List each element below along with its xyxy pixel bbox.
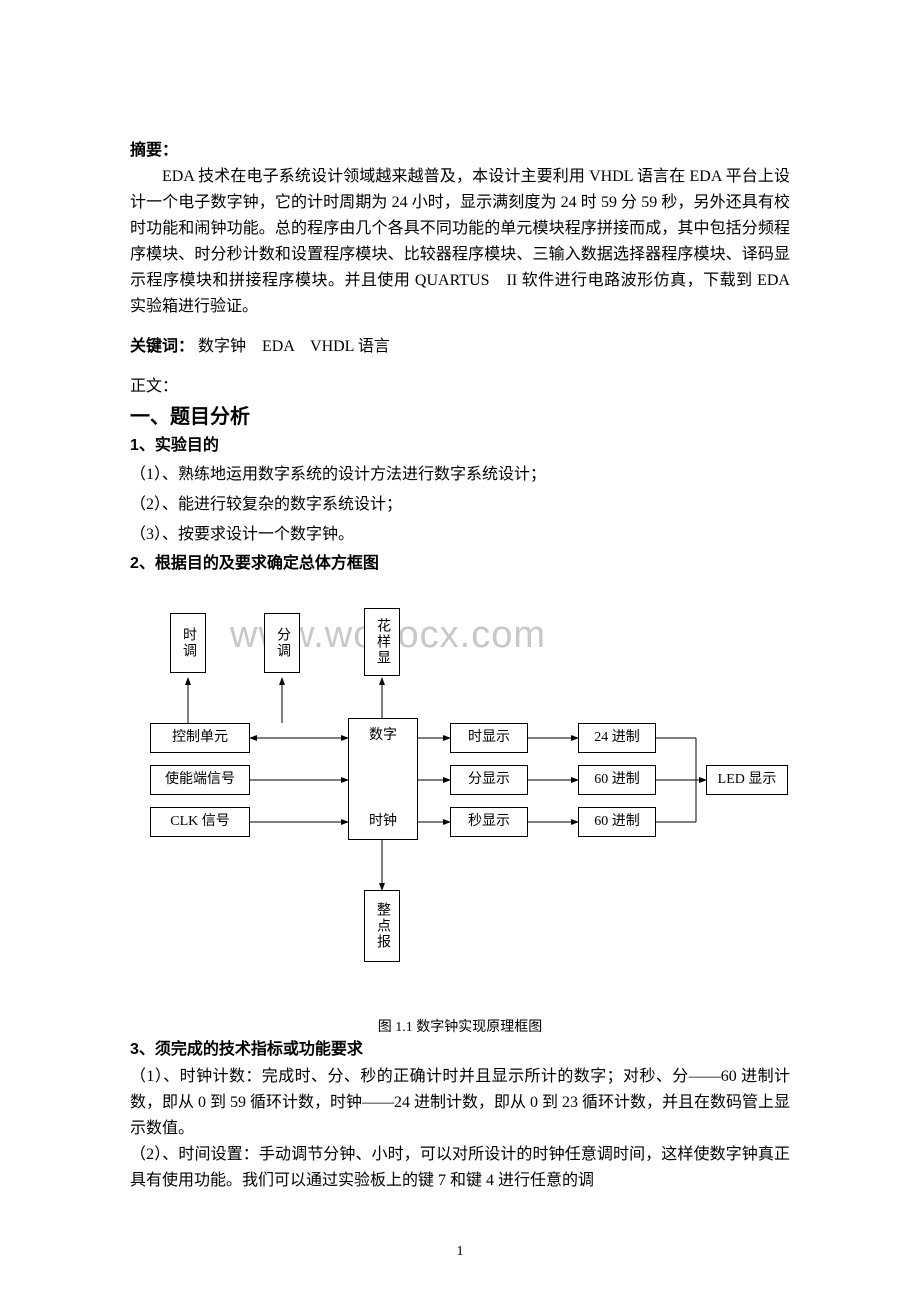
sub1-title: 1、实验目的 xyxy=(130,432,790,460)
block-diagram: www.wodocx.com xyxy=(130,608,790,1008)
node-hour-adj: 时调 xyxy=(170,613,206,673)
node-chime: 整点报 xyxy=(364,890,400,962)
keywords-text: 数字钟 EDA VHDL 语言 xyxy=(194,338,390,355)
abstract-label: 摘要： xyxy=(130,142,178,159)
node-mod60a: 60 进制 xyxy=(578,765,656,795)
node-min-disp: 分显示 xyxy=(450,765,528,795)
keywords: 关键词： 数字钟 EDA VHDL 语言 xyxy=(130,334,790,360)
abstract-text: EDA 技术在电子系统设计领域越来越普及，本设计主要利用 VHDL 语言在 ED… xyxy=(130,164,790,320)
sub3-title: 3、须完成的技术指标或功能要求 xyxy=(130,1036,790,1064)
node-clk: CLK 信号 xyxy=(150,807,250,837)
sub3-p1: （1）、时钟计数：完成时、分、秒的正确计时并且显示所计的数字；对秒、分——60 … xyxy=(130,1064,790,1142)
sub3-p2: （2）、时间设置：手动调节分钟、小时，可以对所设计的时钟任意调时间，这样使数字钟… xyxy=(130,1142,790,1194)
node-ctrl: 控制单元 xyxy=(150,723,250,753)
node-enable: 使能端信号 xyxy=(150,765,250,795)
diagram-caption: 图 1.1 数字钟实现原理框图 xyxy=(130,1016,790,1036)
keywords-label: 关键词： xyxy=(130,338,194,355)
sub1-item-3: （3）、按要求设计一个数字钟。 xyxy=(130,520,790,550)
node-pattern: 花样显 xyxy=(364,608,400,676)
sub1-item-1: （1）、熟练地运用数字系统的设计方法进行数字系统设计； xyxy=(130,460,790,490)
node-sec-disp: 秒显示 xyxy=(450,807,528,837)
sub1-item-2: （2）、能进行较复杂的数字系统设计； xyxy=(130,490,790,520)
node-hour-disp: 时显示 xyxy=(450,723,528,753)
node-mod24: 24 进制 xyxy=(578,723,656,753)
node-mod60b: 60 进制 xyxy=(578,807,656,837)
page-number: 1 xyxy=(0,1244,920,1260)
body-label: 正文： xyxy=(130,374,790,400)
section1-title: 一、题目分析 xyxy=(130,402,790,432)
node-center: 数字 时钟 xyxy=(348,718,418,840)
sub2-title: 2、根据目的及要求确定总体方框图 xyxy=(130,550,790,578)
node-led: LED 显示 xyxy=(706,765,788,795)
node-min-adj: 分调 xyxy=(264,613,300,673)
